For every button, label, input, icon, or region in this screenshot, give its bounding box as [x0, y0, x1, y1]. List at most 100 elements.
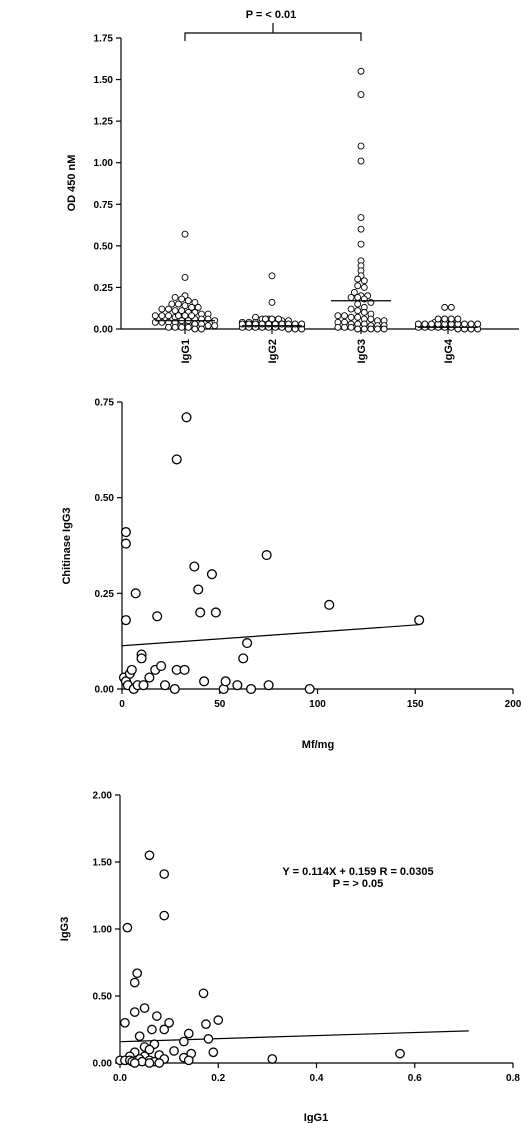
data-point	[474, 320, 482, 328]
data-point	[138, 680, 149, 691]
mf-scatter-trendline	[121, 624, 420, 647]
data-point	[395, 1048, 405, 1059]
data-point	[122, 922, 133, 933]
data-point	[360, 277, 368, 285]
data-point	[181, 274, 189, 281]
data-point	[184, 297, 192, 305]
igg-scatter-y-label: IgG3	[59, 917, 71, 941]
p3-y-tick-label: 2.00	[93, 791, 113, 802]
data-point	[354, 293, 362, 301]
data-point	[360, 283, 368, 291]
mf-scatter-y-ticks: 0.00 0.25 0.50 0.75	[95, 398, 122, 696]
data-point	[414, 320, 422, 328]
data-point	[120, 527, 131, 538]
data-point	[334, 323, 342, 331]
data-point	[147, 1024, 157, 1035]
data-point	[354, 300, 362, 308]
data-point	[367, 315, 375, 323]
data-point	[263, 680, 274, 691]
p3-y-tick-label: 0.00	[93, 1059, 113, 1070]
data-point	[130, 588, 141, 599]
data-point	[360, 325, 368, 333]
dot-plot-y-tick-label: 0.75	[94, 200, 114, 211]
dot-plot-y-tick-label: 0.00	[94, 325, 114, 336]
p3-x-tick-label: 0.6	[408, 1073, 422, 1084]
data-point	[159, 869, 170, 879]
data-point	[454, 315, 462, 323]
data-point	[428, 320, 435, 328]
data-point	[165, 312, 172, 320]
data-point	[136, 653, 147, 664]
data-point	[194, 303, 202, 311]
data-point	[367, 325, 375, 333]
data-point	[434, 315, 442, 323]
data-point	[169, 683, 180, 695]
data-point	[242, 638, 253, 649]
data-point	[275, 315, 283, 323]
data-point	[195, 607, 206, 618]
data-point	[210, 607, 221, 618]
dot-plot-y-tick-label: 1.75	[94, 34, 114, 45]
data-point	[203, 1034, 214, 1044]
igg-scatter-points	[115, 850, 405, 1068]
data-point	[129, 1007, 140, 1017]
data-point	[189, 561, 200, 572]
data-point	[357, 91, 365, 98]
p2-x-tick-label: 200	[505, 699, 522, 710]
data-point	[261, 550, 272, 561]
dot-plot-panel: 0.000.250.500.751.001.251.501.75 IgG1 IgG…	[66, 9, 519, 363]
data-point	[245, 683, 257, 695]
data-point	[467, 320, 475, 328]
data-point	[144, 1044, 155, 1055]
data-point	[357, 225, 365, 233]
p3-y-tick-label: 1.00	[93, 925, 113, 936]
data-point	[159, 1024, 170, 1035]
data-point	[350, 288, 358, 296]
data-point	[181, 230, 189, 238]
data-point	[232, 680, 243, 691]
regression-p-value: P = > 0.05	[333, 878, 384, 890]
p3-y-tick-label: 0.50	[93, 992, 113, 1003]
data-point	[208, 1047, 219, 1058]
data-point	[441, 315, 449, 323]
dot-plot-y-label: OD 450 nM	[66, 155, 78, 212]
data-point	[134, 1031, 145, 1042]
data-point	[357, 142, 365, 150]
igg-scatter-x-ticks: 0.0 0.2 0.4 0.6 0.8	[113, 1063, 520, 1084]
data-point	[238, 653, 249, 664]
dot-plot-category-label: IgG4	[443, 338, 455, 363]
data-point	[159, 680, 171, 691]
dot-plot-category-label: IgG2	[267, 339, 279, 363]
data-point	[347, 323, 355, 331]
p2-x-tick-label: 50	[214, 699, 226, 710]
data-point	[201, 1019, 211, 1029]
data-point	[347, 305, 355, 313]
mf-scatter-points	[118, 412, 425, 695]
p2-x-tick-label: 150	[407, 699, 424, 710]
p2-x-tick-label: 0	[119, 699, 125, 710]
data-point	[357, 67, 365, 75]
data-point	[211, 322, 219, 330]
data-point	[171, 307, 179, 315]
data-point	[341, 312, 348, 320]
data-point	[354, 282, 362, 290]
data-point	[347, 313, 355, 321]
data-point	[357, 240, 365, 248]
dot-plot-category-label: IgG1	[180, 339, 192, 363]
significance-label: P = < 0.01	[246, 9, 297, 21]
significance-bracket	[184, 23, 362, 41]
data-point	[159, 910, 170, 921]
data-point	[120, 615, 131, 626]
data-point	[171, 293, 179, 301]
p3-y-tick-label: 1.50	[93, 858, 113, 869]
data-point	[151, 1011, 162, 1021]
data-point	[198, 325, 205, 333]
data-point	[120, 1017, 130, 1028]
data-point	[158, 305, 166, 313]
data-point	[169, 1046, 179, 1056]
mf-scatter-x-label: Mf/mg	[302, 739, 334, 751]
data-point	[179, 1036, 189, 1047]
data-point	[414, 615, 425, 626]
data-point	[139, 1003, 150, 1013]
